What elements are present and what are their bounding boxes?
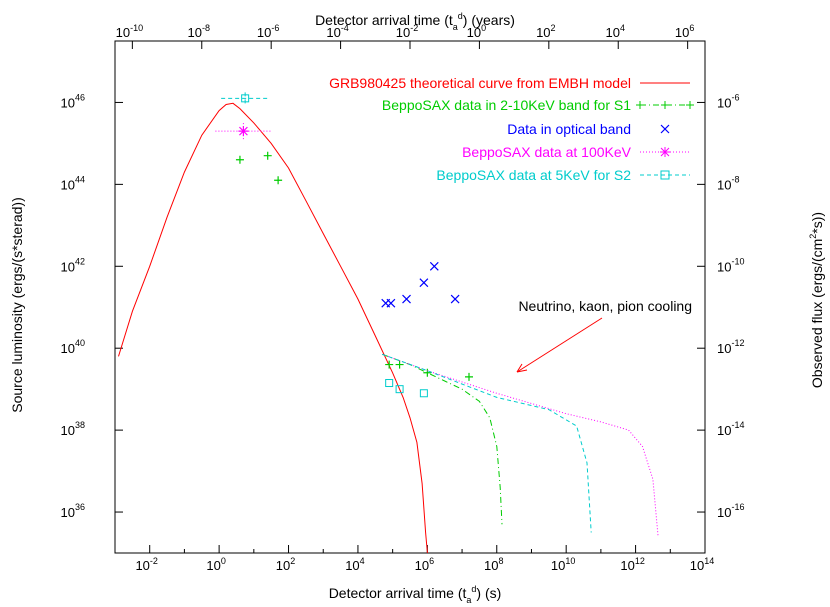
series-line-0 <box>118 102 428 554</box>
data-point-1 <box>465 372 473 381</box>
legend-label-100kev: BeppoSAX data at 100KeV <box>462 144 632 160</box>
x-tick-label: 1010 <box>551 556 575 573</box>
x-tick-label: 104 <box>345 556 364 573</box>
data-point-1 <box>235 155 244 164</box>
y2-axis-title: Observed flux (ergs/(cm2*s)) <box>808 212 825 388</box>
data-point-2 <box>450 294 460 304</box>
data-point-2 <box>419 278 429 288</box>
data-point-1 <box>263 151 272 160</box>
y2-tick-label: 10-10 <box>717 256 744 274</box>
x2-tick-label: 10-10 <box>116 23 143 40</box>
data-point-4 <box>395 385 404 394</box>
x-tick-label: 1014 <box>690 556 714 573</box>
x2-tick-label: 106 <box>675 23 694 40</box>
data-point-4 <box>419 389 428 398</box>
x-tick-label: 10-2 <box>135 556 157 573</box>
legend-label-optical: Data in optical band <box>507 121 631 137</box>
data-point-1 <box>385 360 394 369</box>
legend-marker-100kev <box>660 147 670 157</box>
error-bar-4 <box>221 92 270 105</box>
y-tick-label: 1042 <box>61 256 85 274</box>
legend-label-s1: BeppoSAX data in 2-10KeV band for S1 <box>382 97 631 113</box>
x2-tick-label: 10-6 <box>257 23 279 40</box>
x2-axis-title: Detector arrival time (tad) (years) <box>315 11 515 32</box>
y2-tick-label: 10-12 <box>717 338 744 356</box>
legend-marker-optical <box>660 124 670 134</box>
annotation-arrow <box>516 317 603 373</box>
data-point-2 <box>402 294 411 304</box>
legend-marker-s1 <box>636 101 694 109</box>
y-axis-title: Source luminosity (ergs/(s*sterad)) <box>9 197 25 413</box>
x2-tick-label: 102 <box>536 23 555 40</box>
x-tick-label: 1012 <box>620 556 644 573</box>
y-tick-label: 1040 <box>61 338 85 356</box>
y-tick-label: 1046 <box>61 92 85 110</box>
y-tick-label: 1044 <box>61 174 85 192</box>
annotation-text: Neutrino, kaon, pion cooling <box>518 298 692 314</box>
y2-tick-label: 10-8 <box>717 174 739 192</box>
legend-marker-5kev <box>660 170 670 180</box>
x-tick-label: 100 <box>206 556 225 573</box>
data-point-1 <box>423 368 432 377</box>
x2-tick-label: 10-8 <box>188 23 210 40</box>
series-line-4 <box>382 353 592 533</box>
data-point-2 <box>429 261 439 271</box>
series-line-3 <box>382 353 659 537</box>
y2-tick-label: 10-14 <box>717 420 744 438</box>
x-axis-title: Detector arrival time (tad) (s) <box>329 584 502 605</box>
data-point-3 <box>238 126 249 137</box>
plot-frame <box>114 40 706 554</box>
y-tick-label: 1038 <box>61 420 85 438</box>
series-line-1 <box>382 353 503 525</box>
x2-tick-label: 104 <box>605 23 624 40</box>
legend: GRB980425 theoretical curve from EMBH mo… <box>329 75 694 183</box>
plot-layer: 10-2 100 102 104 106 108 1010 1012 1014 10-10 10-8… <box>61 23 745 573</box>
y2-tick-label: 10-6 <box>717 92 739 110</box>
x-tick-label: 102 <box>276 556 295 573</box>
legend-label-5kev: BeppoSAX data at 5KeV for S2 <box>436 167 631 183</box>
legend-label-theory: GRB980425 theoretical curve from EMBH mo… <box>329 75 631 91</box>
y-tick-label: 1036 <box>61 502 85 520</box>
x-tick-label: 106 <box>415 556 434 573</box>
error-bar-3 <box>215 123 272 140</box>
y2-tick-label: 10-16 <box>717 502 744 520</box>
data-point-1 <box>395 360 404 369</box>
data-point-1 <box>274 176 283 185</box>
data-point-2 <box>386 298 396 308</box>
x-tick-label: 108 <box>484 556 503 573</box>
data-point-4 <box>385 379 394 388</box>
